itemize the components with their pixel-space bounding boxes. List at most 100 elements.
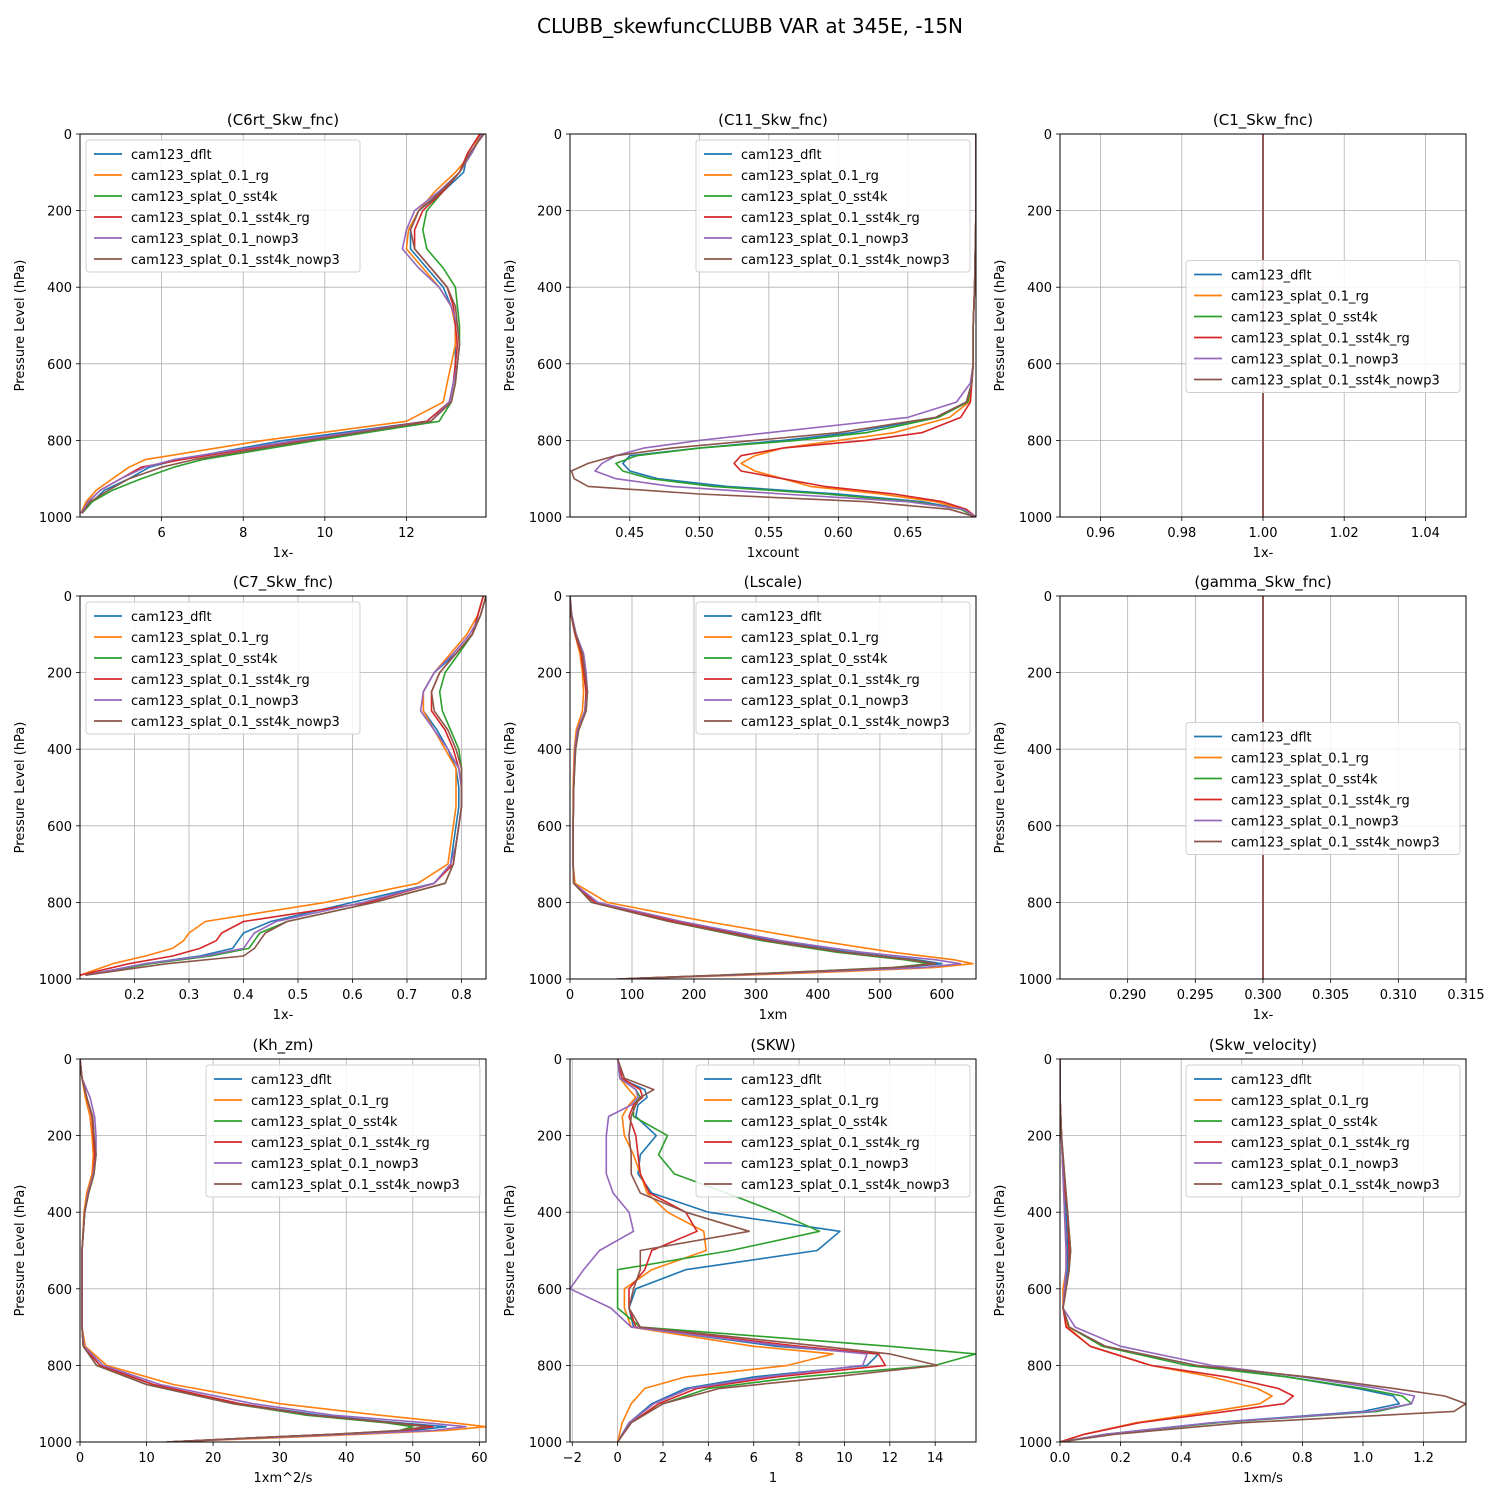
legend: cam123_dflt cam123_splat_0.1_rg cam123_spl… [85,601,361,735]
x-tick-label: 0.7 [397,988,418,1003]
legend-label: cam123_splat_0.1_sst4k_rg [1231,794,1410,809]
x-tick-label: 1.0 [1353,1451,1374,1466]
legend-label: cam123_splat_0_sst4k [131,652,278,667]
y-tick-label: 800 [1027,434,1052,449]
x-tick-label: 0.4 [233,988,254,1003]
legend-label: cam123_splat_0.1_sst4k_rg [131,211,310,226]
legend: cam123_dflt cam123_splat_0.1_rg cam123_spl… [695,601,971,735]
y-tick-label: 0 [1044,1053,1052,1068]
legend-label: cam123_splat_0.1_rg [251,1094,389,1109]
y-tick-label: 400 [537,743,562,758]
y-tick-label: 0 [64,128,72,143]
x-axis-label: 1x- [273,546,294,561]
y-tick-label: 200 [47,1130,72,1145]
legend-label: cam123_splat_0_sst4k [741,190,888,205]
y-axis-label: Pressure Level (hPa) [13,260,28,392]
x-axis-label: 1xm^2/s [254,1471,313,1486]
x-tick-label: 50 [405,1451,422,1466]
legend-label: cam123_splat_0.1_rg [131,631,269,646]
y-tick-label: 200 [1027,1130,1052,1145]
x-tick-label: 0.2 [124,988,145,1003]
y-tick-label: 800 [537,1359,562,1374]
legend-box [1185,260,1461,393]
x-tick-label: 30 [271,1451,288,1466]
x-axis-label: 1 [769,1471,777,1486]
y-tick-label: 800 [1027,896,1052,911]
y-tick-label: 200 [1027,667,1052,682]
legend-label: cam123_dflt [131,610,212,625]
y-axis-label: Pressure Level (hPa) [993,1185,1008,1317]
legend-label: cam123_splat_0.1_nowp3 [1231,353,1399,368]
panel-title: (C1_Skw_fnc) [1213,111,1313,130]
legend: cam123_dflt cam123_splat_0.1_rg cam123_spl… [1185,722,1461,855]
legend-label: cam123_splat_0_sst4k [1231,773,1378,788]
series-line-4 [80,134,481,514]
legend-box [205,1064,481,1198]
legend-label: cam123_dflt [1231,269,1312,284]
x-axis-label: 1x- [1253,1008,1274,1023]
x-tick-label: 0.4 [1171,1451,1192,1466]
x-tick-label: 60 [471,1451,488,1466]
x-tick-label: 0.315 [1447,988,1484,1003]
legend-label: cam123_splat_0_sst4k [741,1115,888,1130]
x-tick-label: 0.6 [342,988,363,1003]
legend-label: cam123_splat_0.1_rg [741,169,879,184]
x-tick-label: 0.98 [1167,526,1196,541]
legend-label: cam123_splat_0_sst4k [741,652,888,667]
axes-frame [79,595,487,980]
y-axis-label: Pressure Level (hPa) [503,260,518,392]
x-tick-label: 600 [929,988,954,1003]
x-tick-label: 0.65 [893,526,922,541]
legend-label: cam123_splat_0.1_rg [1231,752,1369,767]
y-tick-label: 0 [554,128,562,143]
legend-label: cam123_splat_0.1_sst4k_nowp3 [1231,1178,1440,1193]
axes-frame [569,1058,977,1443]
x-tick-label: 0.5 [288,988,309,1003]
x-tick-label: 6 [750,1451,758,1466]
x-tick-label: 0.50 [685,526,714,541]
x-tick-label: 0.60 [824,526,853,541]
legend-box [1185,1064,1461,1198]
y-tick-label: 0 [64,590,72,605]
y-tick-label: 400 [537,281,562,296]
legend-label: cam123_splat_0.1_sst4k_rg [741,673,920,688]
panel-7: 0 10 20 30 40 50 6002004006008001000(Kh_zm)1xm… [13,1036,488,1486]
panel-4: 0.2 0.3 0.4 0.5 0.6 0.7 0.8 0 200 400 600 800 1000 (C… [13,573,487,1023]
y-tick-label: 800 [47,896,72,911]
y-axis-label: Pressure Level (hPa) [503,1185,518,1317]
y-tick-label: 400 [47,743,72,758]
y-axis-label: Pressure Level (hPa) [13,722,28,854]
x-tick-label: 10 [138,1451,155,1466]
legend-label: cam123_splat_0.1_sst4k_nowp3 [741,253,950,268]
legend-label: cam123_splat_0.1_nowp3 [1231,1157,1399,1172]
legend-box [695,601,971,735]
y-tick-label: 200 [1027,205,1052,220]
legend-label: cam123_splat_0.1_nowp3 [131,694,299,709]
x-tick-label: 0.295 [1177,988,1214,1003]
y-tick-label: 400 [1027,281,1052,296]
legend-label: cam123_splat_0.1_rg [741,1094,879,1109]
y-tick-label: 600 [537,1283,562,1298]
axes-frame [569,595,977,980]
x-tick-label: 0.96 [1086,526,1115,541]
y-tick-label: 1000 [1019,1436,1052,1451]
legend-label: cam123_dflt [251,1073,332,1088]
x-tick-label: 6 [157,526,165,541]
panel-3: 0.96 0.98 1.00 1.02 1.04 0 200 400 600 800 1000 (C1… [993,111,1467,561]
y-tick-label: 200 [537,667,562,682]
y-tick-label: 200 [537,1130,562,1145]
legend: cam123_dflt cam123_splat_0.1_rg cam123_spl… [1185,260,1461,393]
panel-title: (Lscale) [744,573,803,591]
series-line-2 [80,134,481,514]
legend-label: cam123_splat_0_sst4k [251,1115,398,1130]
x-tick-label: 0 [76,1451,84,1466]
axes-frame [569,133,977,518]
x-axis-label: 1x- [273,1008,294,1023]
legend-label: cam123_splat_0.1_nowp3 [251,1157,419,1172]
y-tick-label: 600 [1027,820,1052,835]
x-tick-label: 0.0 [1050,1451,1071,1466]
x-tick-label: 0 [566,988,574,1003]
legend-label: cam123_dflt [1231,731,1312,746]
panel-9: 0.0 0.2 0.4 0.6 0.8 1.0 1.2 0 200 400 600 800 1000 (S… [993,1036,1467,1486]
